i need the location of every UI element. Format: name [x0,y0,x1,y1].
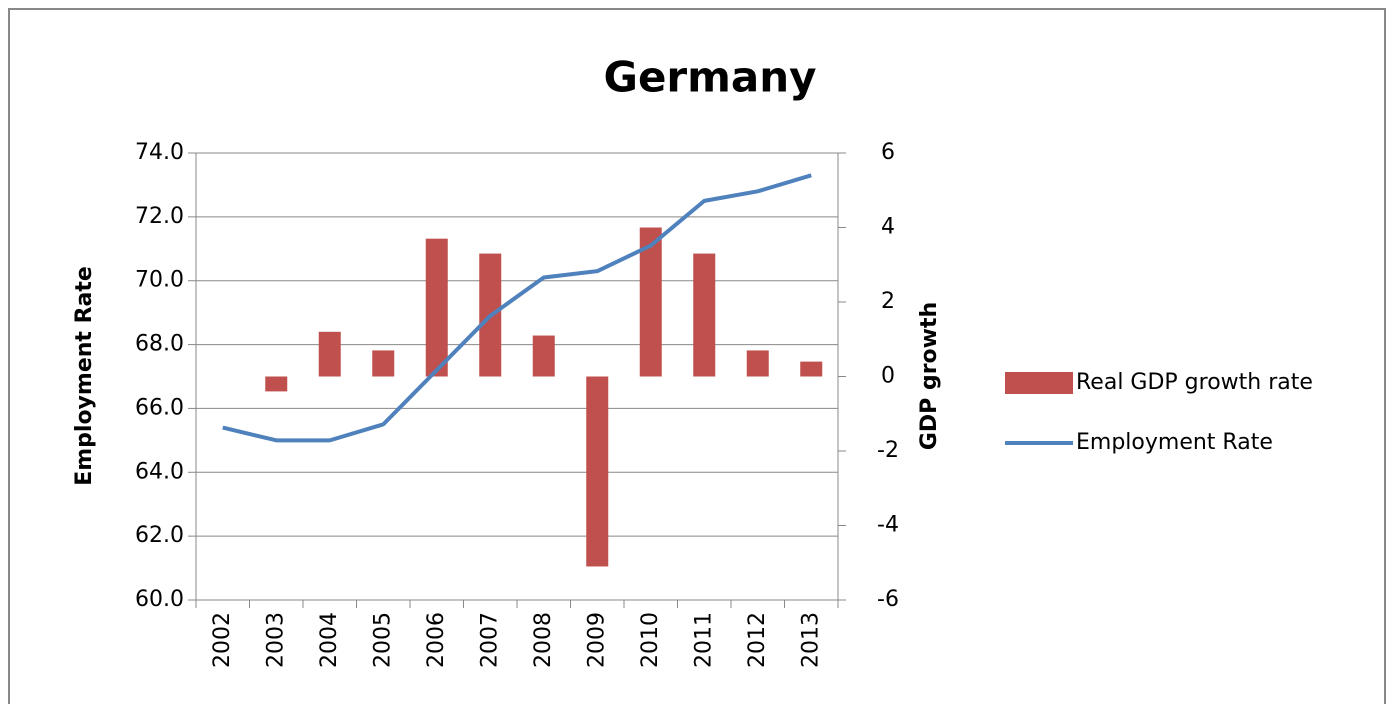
y-tick-label: 60.0 [135,587,184,612]
x-tick-label: 2007 [477,612,502,668]
y-tick-label: 72.0 [135,204,184,229]
chart-title: Germany [603,53,816,102]
x-tick-label: 2012 [745,612,770,668]
bar [318,331,341,377]
bar [586,376,609,567]
x-tick-label: 2013 [798,612,823,668]
x-tick-label: 2003 [263,612,288,668]
y2-tick-label: -4 [877,513,899,538]
legend-swatch [1005,372,1073,394]
bar [425,238,448,377]
y2-axis-title: GDP growth [917,302,942,450]
y-tick-label: 74.0 [135,140,184,165]
x-tick-label: 2008 [531,612,556,668]
y-tick-label: 64.0 [135,459,184,484]
y-tick-label: 70.0 [135,268,184,293]
x-tick-label: 2009 [584,612,609,668]
bar [639,227,662,377]
legend-label: Real GDP growth rate [1076,370,1313,395]
y2-tick-label: -6 [877,587,899,612]
bar [746,350,769,377]
legend-label: Employment Rate [1076,430,1273,455]
line [222,173,812,443]
y2-tick-label: 6 [881,140,895,165]
bar [372,350,395,377]
bar [532,335,555,377]
x-tick-label: 2005 [370,612,395,668]
x-tick-label: 2011 [691,612,716,668]
y-axis-title: Employment Rate [72,266,97,486]
bar [693,253,716,377]
bar [265,376,288,392]
bar [800,361,823,377]
x-tick-label: 2004 [317,612,342,668]
y-tick-label: 68.0 [135,332,184,357]
x-tick-label: 2002 [210,612,235,668]
x-tick-label: 2006 [424,612,449,668]
y2-tick-label: 4 [881,215,895,240]
y2-tick-label: 2 [881,289,895,314]
y-tick-label: 66.0 [135,395,184,420]
y2-tick-label: -2 [877,438,899,463]
y-tick-label: 62.0 [135,523,184,548]
y2-tick-label: 0 [881,364,895,389]
x-tick-label: 2010 [638,612,663,668]
